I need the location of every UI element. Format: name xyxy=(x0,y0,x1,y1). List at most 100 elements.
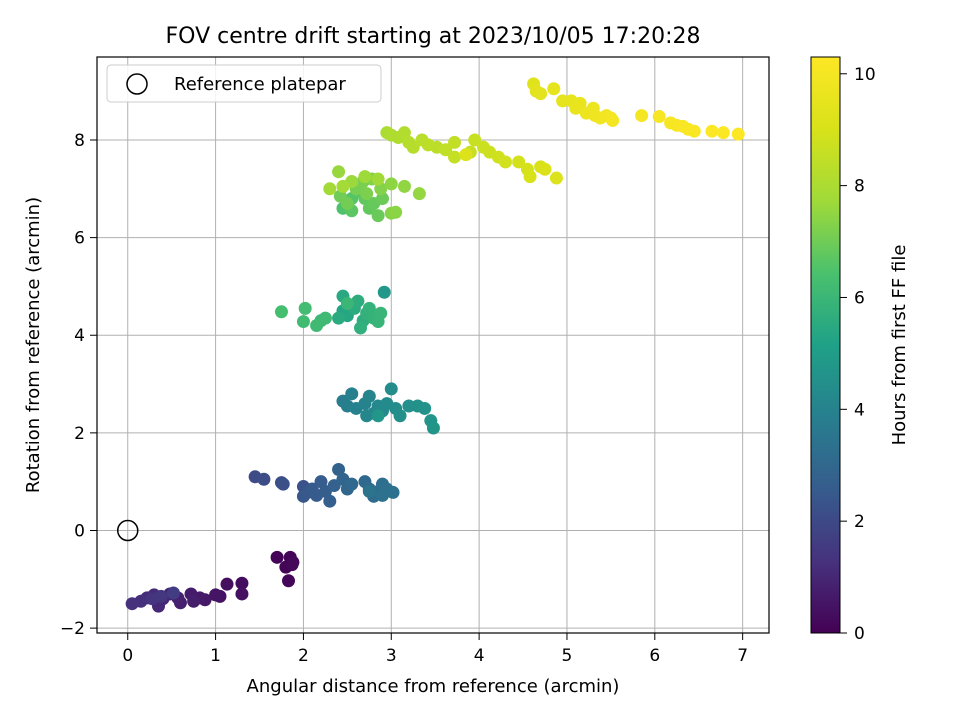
data-point xyxy=(377,285,391,299)
x-axis-label: Angular distance from reference (arcmin) xyxy=(247,676,620,697)
data-point xyxy=(274,305,288,319)
data-point xyxy=(375,488,389,502)
y-tick-label: 6 xyxy=(74,229,85,249)
data-point xyxy=(426,421,440,435)
colorbar-tick-label: 8 xyxy=(854,177,865,197)
data-point xyxy=(354,321,368,335)
data-point xyxy=(687,124,701,138)
data-point xyxy=(318,311,332,325)
data-point xyxy=(345,387,359,401)
data-point xyxy=(362,301,376,315)
data-point xyxy=(652,110,666,124)
colorbar-tick-label: 4 xyxy=(854,400,865,420)
data-point xyxy=(314,475,328,489)
x-tick-label: 5 xyxy=(562,646,573,666)
data-point xyxy=(498,155,512,169)
y-tick-label: 2 xyxy=(74,424,85,444)
data-point xyxy=(393,409,407,423)
colorbar-gradient xyxy=(810,56,841,634)
plot-frame xyxy=(96,56,770,634)
legend-reference-label: Reference platepar xyxy=(174,74,346,95)
data-point xyxy=(154,589,168,603)
scatter-points xyxy=(125,77,745,613)
x-tick-label: 0 xyxy=(122,646,133,666)
colorbar-tick-label: 6 xyxy=(854,288,865,308)
y-axis: −2 0 2 4 6 8 xyxy=(60,131,97,639)
data-point xyxy=(296,489,310,503)
y-tick-label: −2 xyxy=(60,619,85,639)
data-point xyxy=(286,555,300,569)
data-point xyxy=(512,155,526,169)
data-point xyxy=(384,177,398,191)
data-point xyxy=(374,182,388,196)
data-point xyxy=(257,472,271,486)
data-point xyxy=(340,297,354,311)
data-point xyxy=(298,301,312,315)
reference-platepar-marker xyxy=(116,519,139,542)
data-point xyxy=(332,165,346,179)
colorbar-label: Hours from first FF file xyxy=(889,245,910,446)
y-axis-label: Rotation from reference (arcmin) xyxy=(23,197,44,493)
data-point xyxy=(606,113,620,127)
legend: Reference platepar xyxy=(106,64,382,103)
data-point xyxy=(209,588,223,602)
data-point xyxy=(187,594,201,608)
data-point xyxy=(523,170,537,184)
data-point xyxy=(375,192,389,206)
data-point xyxy=(270,550,284,564)
chart-title: FOV centre drift starting at 2023/10/05 … xyxy=(166,24,701,49)
y-tick-label: 8 xyxy=(74,131,85,151)
data-point xyxy=(547,82,561,96)
data-point xyxy=(716,126,730,140)
data-point xyxy=(125,597,139,611)
data-point xyxy=(340,196,354,210)
data-point xyxy=(635,109,649,123)
data-point xyxy=(220,577,234,591)
data-point xyxy=(386,485,400,499)
data-point xyxy=(397,126,411,140)
data-point xyxy=(397,179,411,193)
data-point xyxy=(336,179,350,193)
legend-reference-marker xyxy=(126,73,148,95)
data-point xyxy=(235,587,249,601)
data-point xyxy=(448,135,462,149)
data-point xyxy=(166,586,180,600)
data-point xyxy=(296,315,310,329)
data-point xyxy=(281,574,295,588)
colorbar-tick-label: 0 xyxy=(854,624,865,644)
data-point xyxy=(534,87,548,101)
colorbar: 0 2 4 6 8 10 Hours from first FF file xyxy=(810,56,910,644)
data-point xyxy=(439,143,453,157)
data-point xyxy=(351,294,365,308)
data-point xyxy=(731,127,745,141)
data-point xyxy=(371,409,385,423)
data-point xyxy=(459,148,473,162)
colorbar-tick-label: 2 xyxy=(854,512,865,532)
data-point xyxy=(276,477,290,491)
y-tick-label: 4 xyxy=(74,326,85,346)
x-tick-label: 2 xyxy=(298,646,309,666)
data-point xyxy=(332,462,346,476)
data-point xyxy=(362,484,376,498)
x-tick-label: 6 xyxy=(649,646,660,666)
data-point xyxy=(362,389,376,403)
data-point xyxy=(235,576,249,590)
data-point xyxy=(412,187,426,201)
y-tick-label: 0 xyxy=(74,521,85,541)
colorbar-tick-label: 10 xyxy=(854,65,876,85)
data-point xyxy=(468,133,482,147)
data-point xyxy=(371,172,385,186)
data-point xyxy=(418,401,432,415)
x-tick-label: 3 xyxy=(386,646,397,666)
data-point xyxy=(345,477,359,491)
legend-box xyxy=(106,64,382,103)
x-axis: 0 1 2 3 4 5 6 7 xyxy=(122,633,748,666)
x-tick-label: 4 xyxy=(474,646,485,666)
data-point xyxy=(374,306,388,320)
data-point xyxy=(358,170,372,184)
x-tick-label: 7 xyxy=(737,646,748,666)
data-point xyxy=(323,182,337,196)
x-tick-label: 1 xyxy=(210,646,221,666)
data-point xyxy=(384,382,398,396)
data-point xyxy=(549,171,563,185)
